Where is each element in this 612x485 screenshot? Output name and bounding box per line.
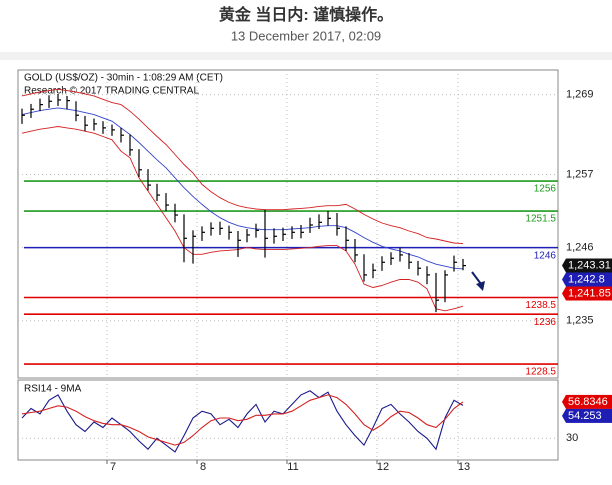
rsi-panel	[17, 379, 559, 461]
y-tick-label: 1,269	[566, 89, 594, 101]
rsi-line	[21, 394, 464, 446]
forecast-arrow	[471, 271, 482, 285]
indicator-line	[21, 107, 464, 270]
price-tag	[566, 272, 612, 287]
header-bg	[0, 0, 612, 56]
x-tick-label: 11	[287, 461, 298, 473]
price-tag-pointer	[562, 394, 566, 409]
chart-subtitle: Research © 2017 TRADING CENTRAL	[24, 86, 199, 97]
price-tag-pointer	[562, 258, 566, 273]
price-tag-pointer	[562, 408, 566, 423]
level-label: 1246	[534, 250, 557, 261]
price-tag	[566, 408, 612, 423]
price-tag-pointer	[562, 272, 566, 287]
chart-title: GOLD (US$/OZ) - 30min - 1:08:29 AM (CET)	[24, 73, 223, 84]
y-tick-label: 1,257	[566, 168, 594, 180]
price-tag-label: 1,241.85	[568, 287, 611, 299]
price-tag-label: 56.8346	[568, 396, 608, 408]
price-tag	[566, 258, 612, 273]
level-label: 1228.5	[525, 367, 556, 378]
plot-layer: 1,269 1,257 1,246 1,235 1256 1251.5 1246 1238.5…	[18, 70, 612, 473]
y-tick-label: 1,235	[566, 315, 594, 327]
x-tick-label: 7	[110, 461, 116, 473]
price-tag-label: 54.253	[568, 410, 602, 422]
rsi-line	[21, 390, 464, 453]
price-tag	[566, 394, 612, 409]
indicator-line	[21, 126, 464, 312]
header-divider	[0, 52, 612, 60]
price-tag-label: 1,243.31	[568, 259, 611, 271]
x-tick-label: 13	[458, 461, 470, 473]
page-subtitle: 13 December 2017, 02:09	[231, 28, 381, 43]
indicator-line	[21, 88, 464, 245]
y-tick-label: 30	[566, 432, 578, 444]
y-tick-label: 1,246	[566, 242, 594, 254]
price-tag	[566, 286, 612, 301]
x-tick-label: 8	[200, 461, 206, 473]
price-tag-pointer	[562, 286, 566, 301]
price-tag-label: 1,242.8	[568, 273, 605, 285]
level-label: 1238.5	[525, 300, 556, 311]
main-panel	[17, 69, 559, 379]
forecast-arrowhead	[476, 281, 485, 291]
level-label: 1251.5	[525, 214, 556, 225]
page-title: 黄金 当日内: 谨慎操作。	[219, 5, 393, 24]
x-tick-label: 12	[377, 461, 389, 473]
level-label: 1256	[534, 184, 557, 195]
level-label: 1236	[534, 317, 557, 328]
rsi-title: RSI14 - 9MA	[24, 384, 82, 395]
